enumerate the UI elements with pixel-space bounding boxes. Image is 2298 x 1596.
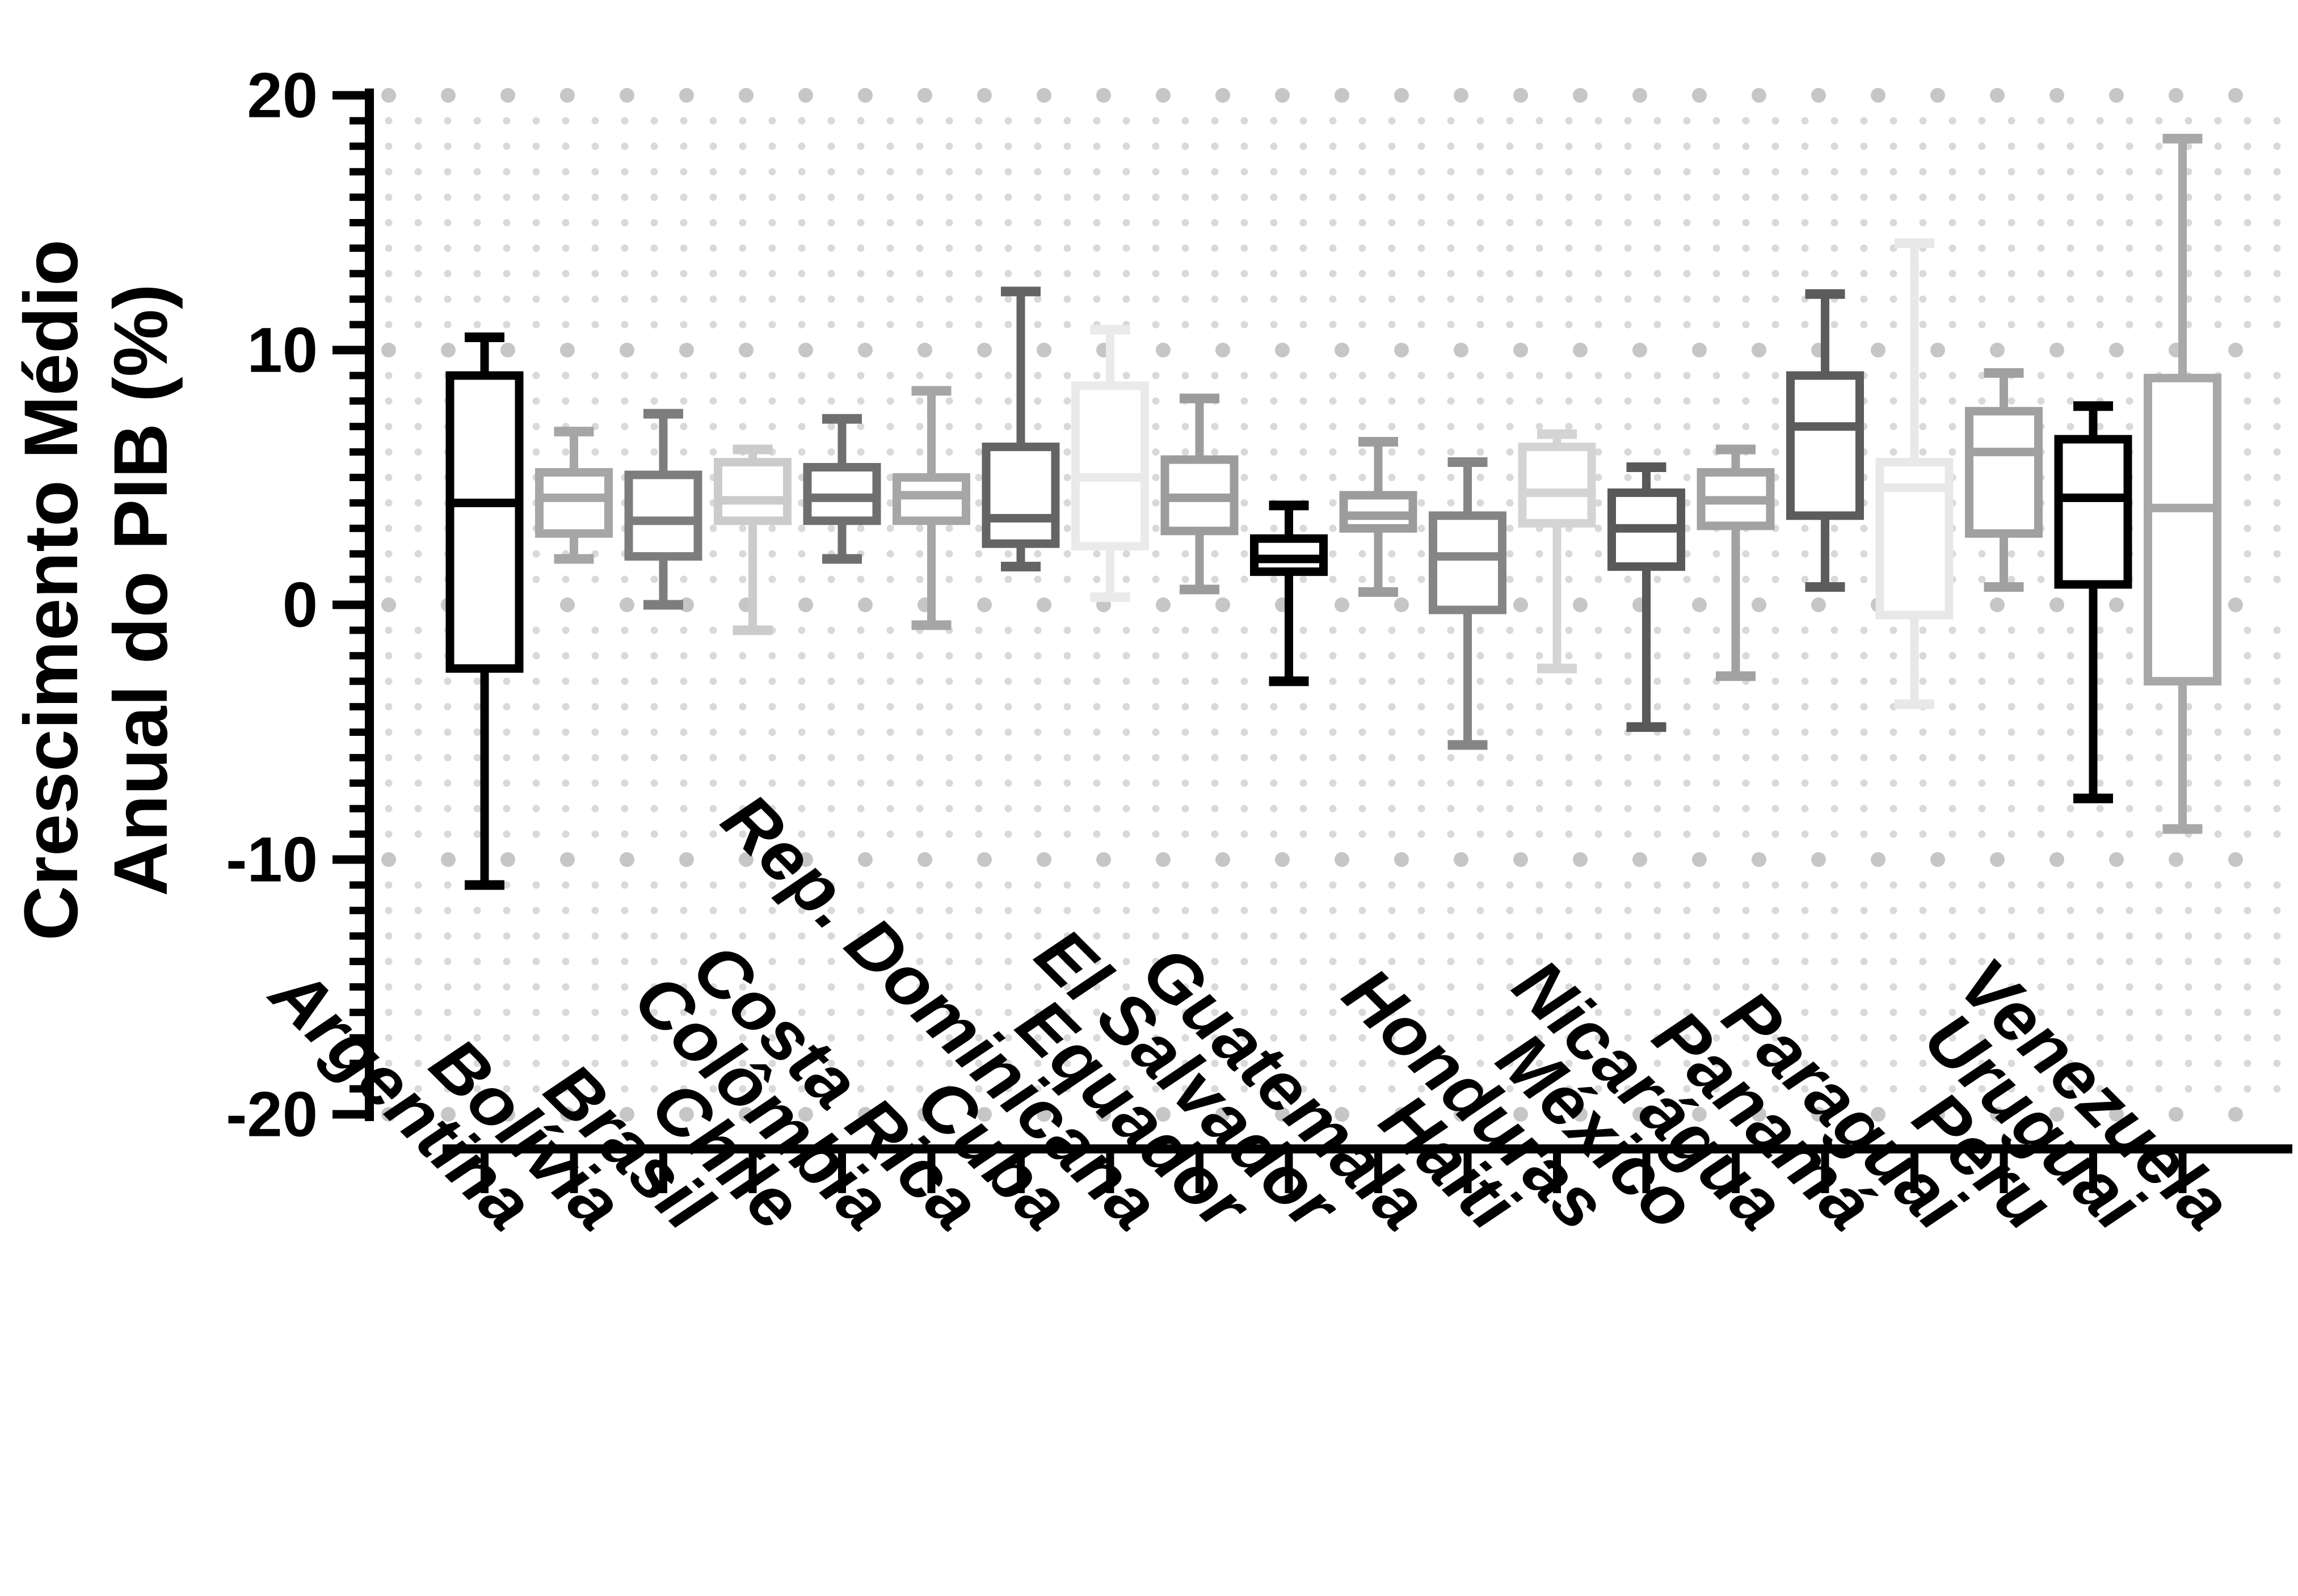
box-el-salvador xyxy=(1250,500,1328,687)
iqr-box xyxy=(535,468,613,538)
box-peru xyxy=(1965,368,2043,592)
iqr-box xyxy=(445,371,524,673)
box-rep-dominicana xyxy=(1071,325,1149,603)
box-paraguai xyxy=(1875,238,1954,709)
box-honduras xyxy=(1518,429,1596,673)
box-m-xico xyxy=(1607,462,1685,732)
box-chile xyxy=(714,444,792,635)
y-axis-title-line1: Crescimento Médio xyxy=(9,239,94,941)
y-tick-label: -20 xyxy=(226,1079,318,1150)
iqr-box xyxy=(1429,511,1506,614)
boxes xyxy=(445,133,2221,890)
box-nicar-gua xyxy=(1697,444,1775,681)
box-guatemala xyxy=(1339,437,1417,597)
iqr-box xyxy=(982,443,1060,548)
iqr-box xyxy=(1786,371,1864,520)
iqr-box xyxy=(1965,407,2043,538)
box-cuba xyxy=(982,287,1060,572)
box-brasil xyxy=(624,409,702,610)
y-tick-label: 0 xyxy=(283,570,318,641)
iqr-box xyxy=(2144,373,2221,686)
iqr-box xyxy=(2054,435,2132,589)
iqr-box xyxy=(1071,381,1149,551)
box-argentina xyxy=(445,332,524,890)
gridlines xyxy=(381,88,2298,1122)
y-tick-label: 10 xyxy=(247,315,318,386)
box-costa-rica xyxy=(893,386,970,630)
box-bol-via xyxy=(535,427,613,564)
box-equador xyxy=(1160,393,1239,595)
iqr-box xyxy=(714,458,792,525)
box-venezuela xyxy=(2144,133,2221,834)
y-axis-title-text: Crescimento Médio Anual do PIB (%) xyxy=(7,239,186,941)
box-panam- xyxy=(1786,289,1864,592)
y-tick-label: 20 xyxy=(247,60,318,131)
box-haiti xyxy=(1429,457,1506,750)
box-uruguai xyxy=(2054,401,2132,803)
y-axis-title-line2: Anual do PIB (%) xyxy=(99,284,183,896)
iqr-box xyxy=(1518,443,1596,528)
box-col-mbia xyxy=(803,414,881,564)
y-tick-label: -10 xyxy=(226,824,318,895)
iqr-box xyxy=(624,470,702,561)
y-axis: 20 10 0 -10 -20 xyxy=(226,60,374,1150)
